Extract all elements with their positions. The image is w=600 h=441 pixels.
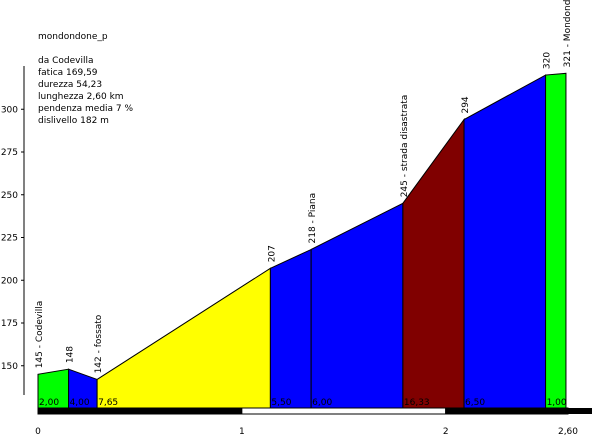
- info-lunghezza: lunghezza 2,60 km: [38, 92, 124, 102]
- point-label: 321 - Mondondone: [563, 0, 573, 67]
- point-label: 148: [66, 346, 76, 363]
- profile-segment-8: [545, 72, 567, 409]
- segment-grade-label: 2,00: [39, 398, 59, 408]
- km-bar-segment: [241, 407, 447, 415]
- x-tick-label: 0: [35, 427, 41, 437]
- point-label: 294: [461, 96, 471, 113]
- segment-grade-label: 6,50: [465, 398, 485, 408]
- km-bar-end: [568, 408, 592, 414]
- point-label: 320: [543, 52, 553, 69]
- km-bar-segment: [37, 407, 243, 415]
- km-bar-segment: [445, 407, 569, 415]
- y-tick-label: 175: [1, 319, 18, 329]
- info-fatica: fatica 169,59: [38, 68, 98, 78]
- segment-grade-label: 7,65: [98, 398, 118, 408]
- point-label: 207: [267, 245, 277, 262]
- info-pendenza: pendenza media 7 %: [38, 104, 134, 114]
- chart-title: mondondone_p: [38, 32, 108, 42]
- segment-grade-label: 6,00: [312, 398, 332, 408]
- y-tick-label: 200: [1, 276, 18, 286]
- x-tick-label: 2: [443, 427, 449, 437]
- x-tick-label: 2,60: [558, 427, 578, 437]
- profile-segment-5: [310, 202, 404, 409]
- info-durezza: durezza 54,23: [38, 80, 103, 90]
- y-tick-label: 300: [1, 105, 18, 115]
- segment-grade-label: 5,50: [271, 398, 291, 408]
- point-label: 145 - Codevilla: [35, 301, 45, 369]
- segment-grade-label: 16,33: [404, 398, 430, 408]
- info-start: da Codevilla: [38, 56, 94, 66]
- point-label: 245 - strada disastrata: [400, 95, 410, 198]
- profile-segment-4: [269, 248, 312, 409]
- profile-segment-3: [96, 267, 271, 409]
- segment-grade-label: 4,00: [70, 398, 90, 408]
- point-label: 218 - Piana: [308, 193, 318, 244]
- y-tick-label: 225: [1, 234, 18, 244]
- profile-segment-7: [463, 74, 547, 409]
- segment-grade-label: 1,00: [547, 398, 567, 408]
- y-tick-label: 250: [1, 191, 18, 201]
- y-tick-label: 150: [1, 362, 18, 372]
- x-tick-label: 1: [239, 427, 245, 437]
- y-tick-label: 275: [1, 148, 18, 158]
- point-label: 142 - fossato: [94, 314, 104, 373]
- info-dislivello: dislivello 182 m: [38, 116, 109, 126]
- profile-segment-6: [402, 117, 465, 409]
